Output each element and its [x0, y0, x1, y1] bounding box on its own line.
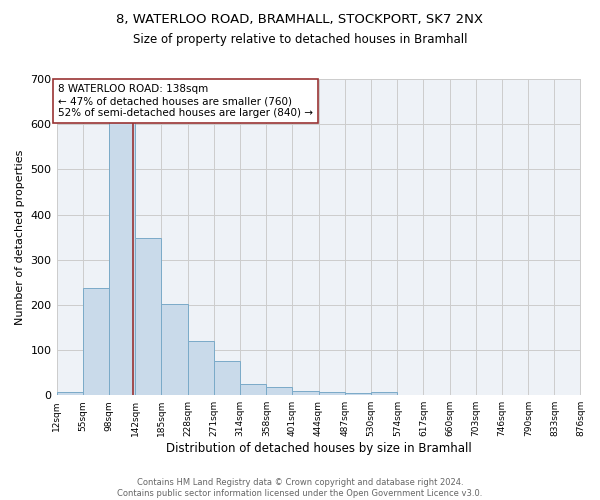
Text: 8, WATERLOO ROAD, BRAMHALL, STOCKPORT, SK7 2NX: 8, WATERLOO ROAD, BRAMHALL, STOCKPORT, S… — [116, 12, 484, 26]
Text: 8 WATERLOO ROAD: 138sqm
← 47% of detached houses are smaller (760)
52% of semi-d: 8 WATERLOO ROAD: 138sqm ← 47% of detache… — [58, 84, 313, 117]
Bar — [161, 304, 188, 395]
Text: Size of property relative to detached houses in Bramhall: Size of property relative to detached ho… — [133, 32, 467, 46]
Bar — [214, 362, 239, 395]
Bar — [266, 387, 292, 395]
Bar — [109, 115, 136, 395]
Bar — [188, 341, 214, 395]
Bar — [371, 392, 397, 395]
Bar — [56, 392, 83, 395]
Bar — [239, 384, 266, 395]
Bar — [136, 238, 161, 395]
X-axis label: Distribution of detached houses by size in Bramhall: Distribution of detached houses by size … — [166, 442, 472, 455]
Bar — [319, 392, 344, 395]
Bar — [344, 394, 371, 395]
Y-axis label: Number of detached properties: Number of detached properties — [15, 150, 25, 325]
Text: Contains HM Land Registry data © Crown copyright and database right 2024.
Contai: Contains HM Land Registry data © Crown c… — [118, 478, 482, 498]
Bar — [292, 390, 319, 395]
Bar — [83, 288, 109, 395]
